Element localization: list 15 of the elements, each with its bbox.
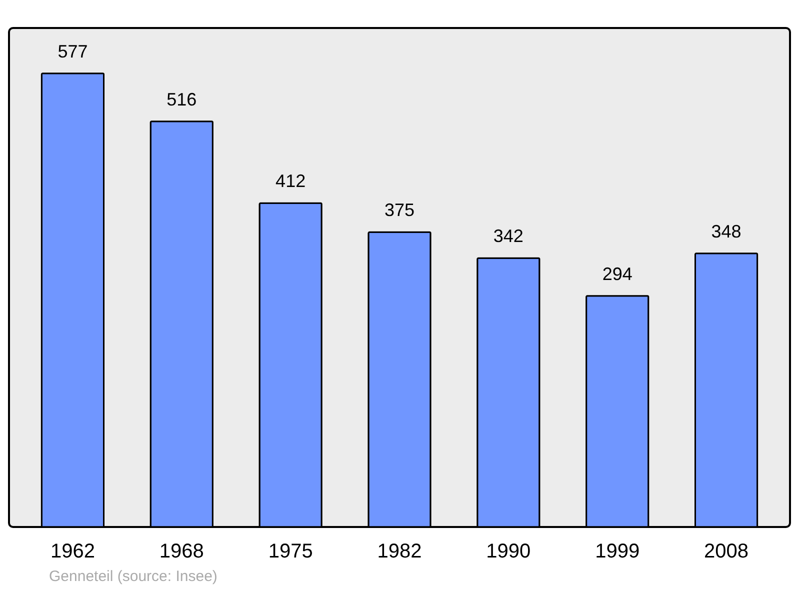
x-tick-label: 1990 [486,540,531,562]
x-tick-label: 1975 [268,540,313,562]
data-label: 516 [166,89,197,110]
data-label: 412 [276,171,306,192]
x-tick-label: 1968 [159,540,204,562]
text: Genneteil (source: Insee) [49,568,218,585]
data-label: 348 [711,221,742,242]
x-tick-label: 2008 [704,540,749,562]
x-tick-label: 1982 [377,540,422,562]
data-label: 342 [493,226,524,246]
x-tick-label: 1999 [595,540,640,562]
data-label: 577 [58,41,88,62]
data-label: 375 [384,200,415,220]
data-label: 294 [602,264,632,284]
x-tick-label: 1962 [50,540,95,562]
